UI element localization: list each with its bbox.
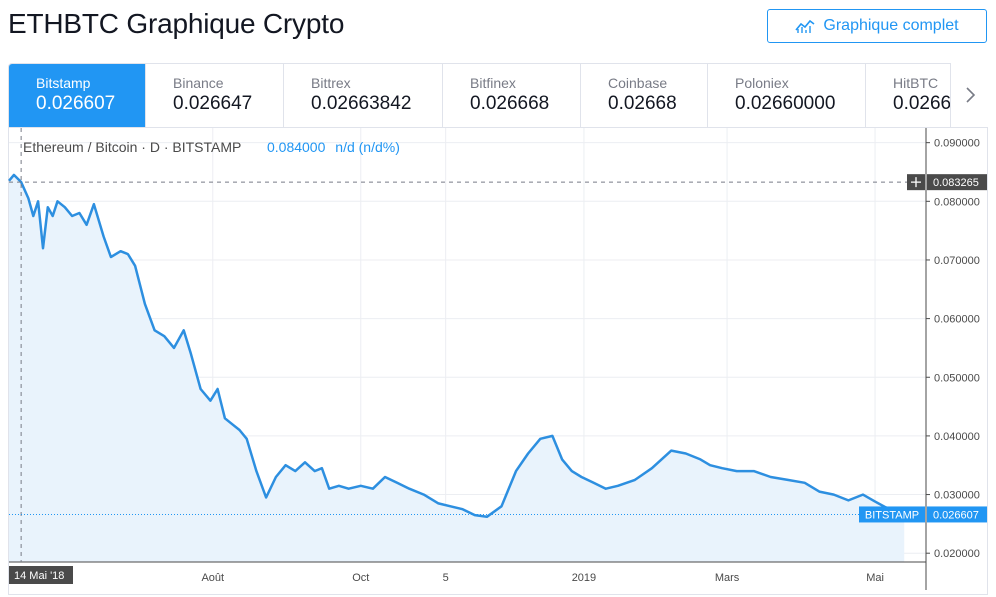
x-tick-label: 5 [443,572,449,584]
exchange-tabs: Bitstamp 0.026607 Binance 0.026647 Bittr… [8,63,988,127]
legend-symbol: Ethereum / Bitcoin · D · BITSTAMP [23,139,242,155]
chevron-right-icon [965,87,975,103]
full-chart-label: Graphique complet [823,17,959,34]
page-title: ETHBTC Graphique Crypto [8,8,345,39]
y-tick-label: 0.050000 [934,372,980,384]
exchange-price: 0.02660000 [735,93,836,114]
y-tick-label: 0.040000 [934,431,980,443]
series-label: BITSTAMP [865,509,919,521]
x-tick-label: Mars [715,572,740,584]
last-price-label: 0.026607 [933,509,979,521]
chart-icon [795,19,815,33]
x-tick-label: Oct [352,572,369,584]
tabs-next-button[interactable] [950,63,988,127]
crosshair-date-bg [9,566,73,584]
exchange-name: Bittrex [311,75,351,91]
exchange-name: Bitfinex [470,75,516,91]
exchange-price: 0.02660 [893,93,962,114]
x-tick-label: Août [201,572,224,584]
y-tick-label: 0.060000 [934,314,980,326]
exchange-name: Coinbase [608,75,668,91]
y-tick-label: 0.080000 [934,196,980,208]
y-tick-label: 0.020000 [934,548,980,560]
crosshair-price-bg [927,174,987,191]
tab-binance[interactable]: Binance 0.026647 [146,64,284,127]
chart-panel [8,127,988,595]
exchange-price: 0.026668 [470,93,550,114]
x-tick-label: 2019 [572,572,596,584]
exchange-name: Binance [173,75,224,91]
exchange-price: 0.026647 [173,93,253,114]
y-tick-label: 0.070000 [934,255,980,267]
crosshair-plus-icon [911,177,921,188]
tab-hitbtc[interactable]: HitBTC 0.02660 [866,64,987,127]
exchange-price: 0.02663842 [311,93,412,114]
tab-bitstamp[interactable]: Bitstamp 0.026607 [9,64,146,127]
exchange-name: HitBTC [893,75,939,91]
exchange-name: Poloniex [735,75,789,91]
x-tick-label: Mai [866,572,884,584]
tab-coinbase[interactable]: Coinbase 0.02668 [581,64,708,127]
tab-bitfinex[interactable]: Bitfinex 0.026668 [443,64,581,127]
price-area [9,174,905,562]
exchange-price: 0.026607 [36,93,116,114]
price-line [8,173,905,519]
chart-overlay: 0.083265 14 Mai '18 BITSTAMP 0.026607 [9,128,987,584]
tab-bittrex[interactable]: Bittrex 0.02663842 [284,64,443,127]
chart-axes: 0.020000 0.030000 0.040000 0.050000 0.060000… [9,128,980,590]
last-price-bg [927,506,987,523]
crosshair-price-label: 0.083265 [933,177,979,189]
tab-poloniex[interactable]: Poloniex 0.02660000 [708,64,866,127]
exchange-name: Bitstamp [36,75,91,91]
exchange-price: 0.02668 [608,93,677,114]
series-label-bg [859,506,925,523]
full-chart-button[interactable]: Graphique complet [767,9,987,43]
crosshair-date-label: 14 Mai '18 [14,570,64,582]
y-tick-label: 0.030000 [934,490,980,502]
y-tick-label: 0.090000 [934,138,980,150]
legend-value: 0.084000 [266,139,326,155]
legend-change: n/d (n/d%) [335,139,400,155]
chart-legend: Ethereum / Bitcoin · D · BITSTAMP 0.0840… [23,139,400,155]
